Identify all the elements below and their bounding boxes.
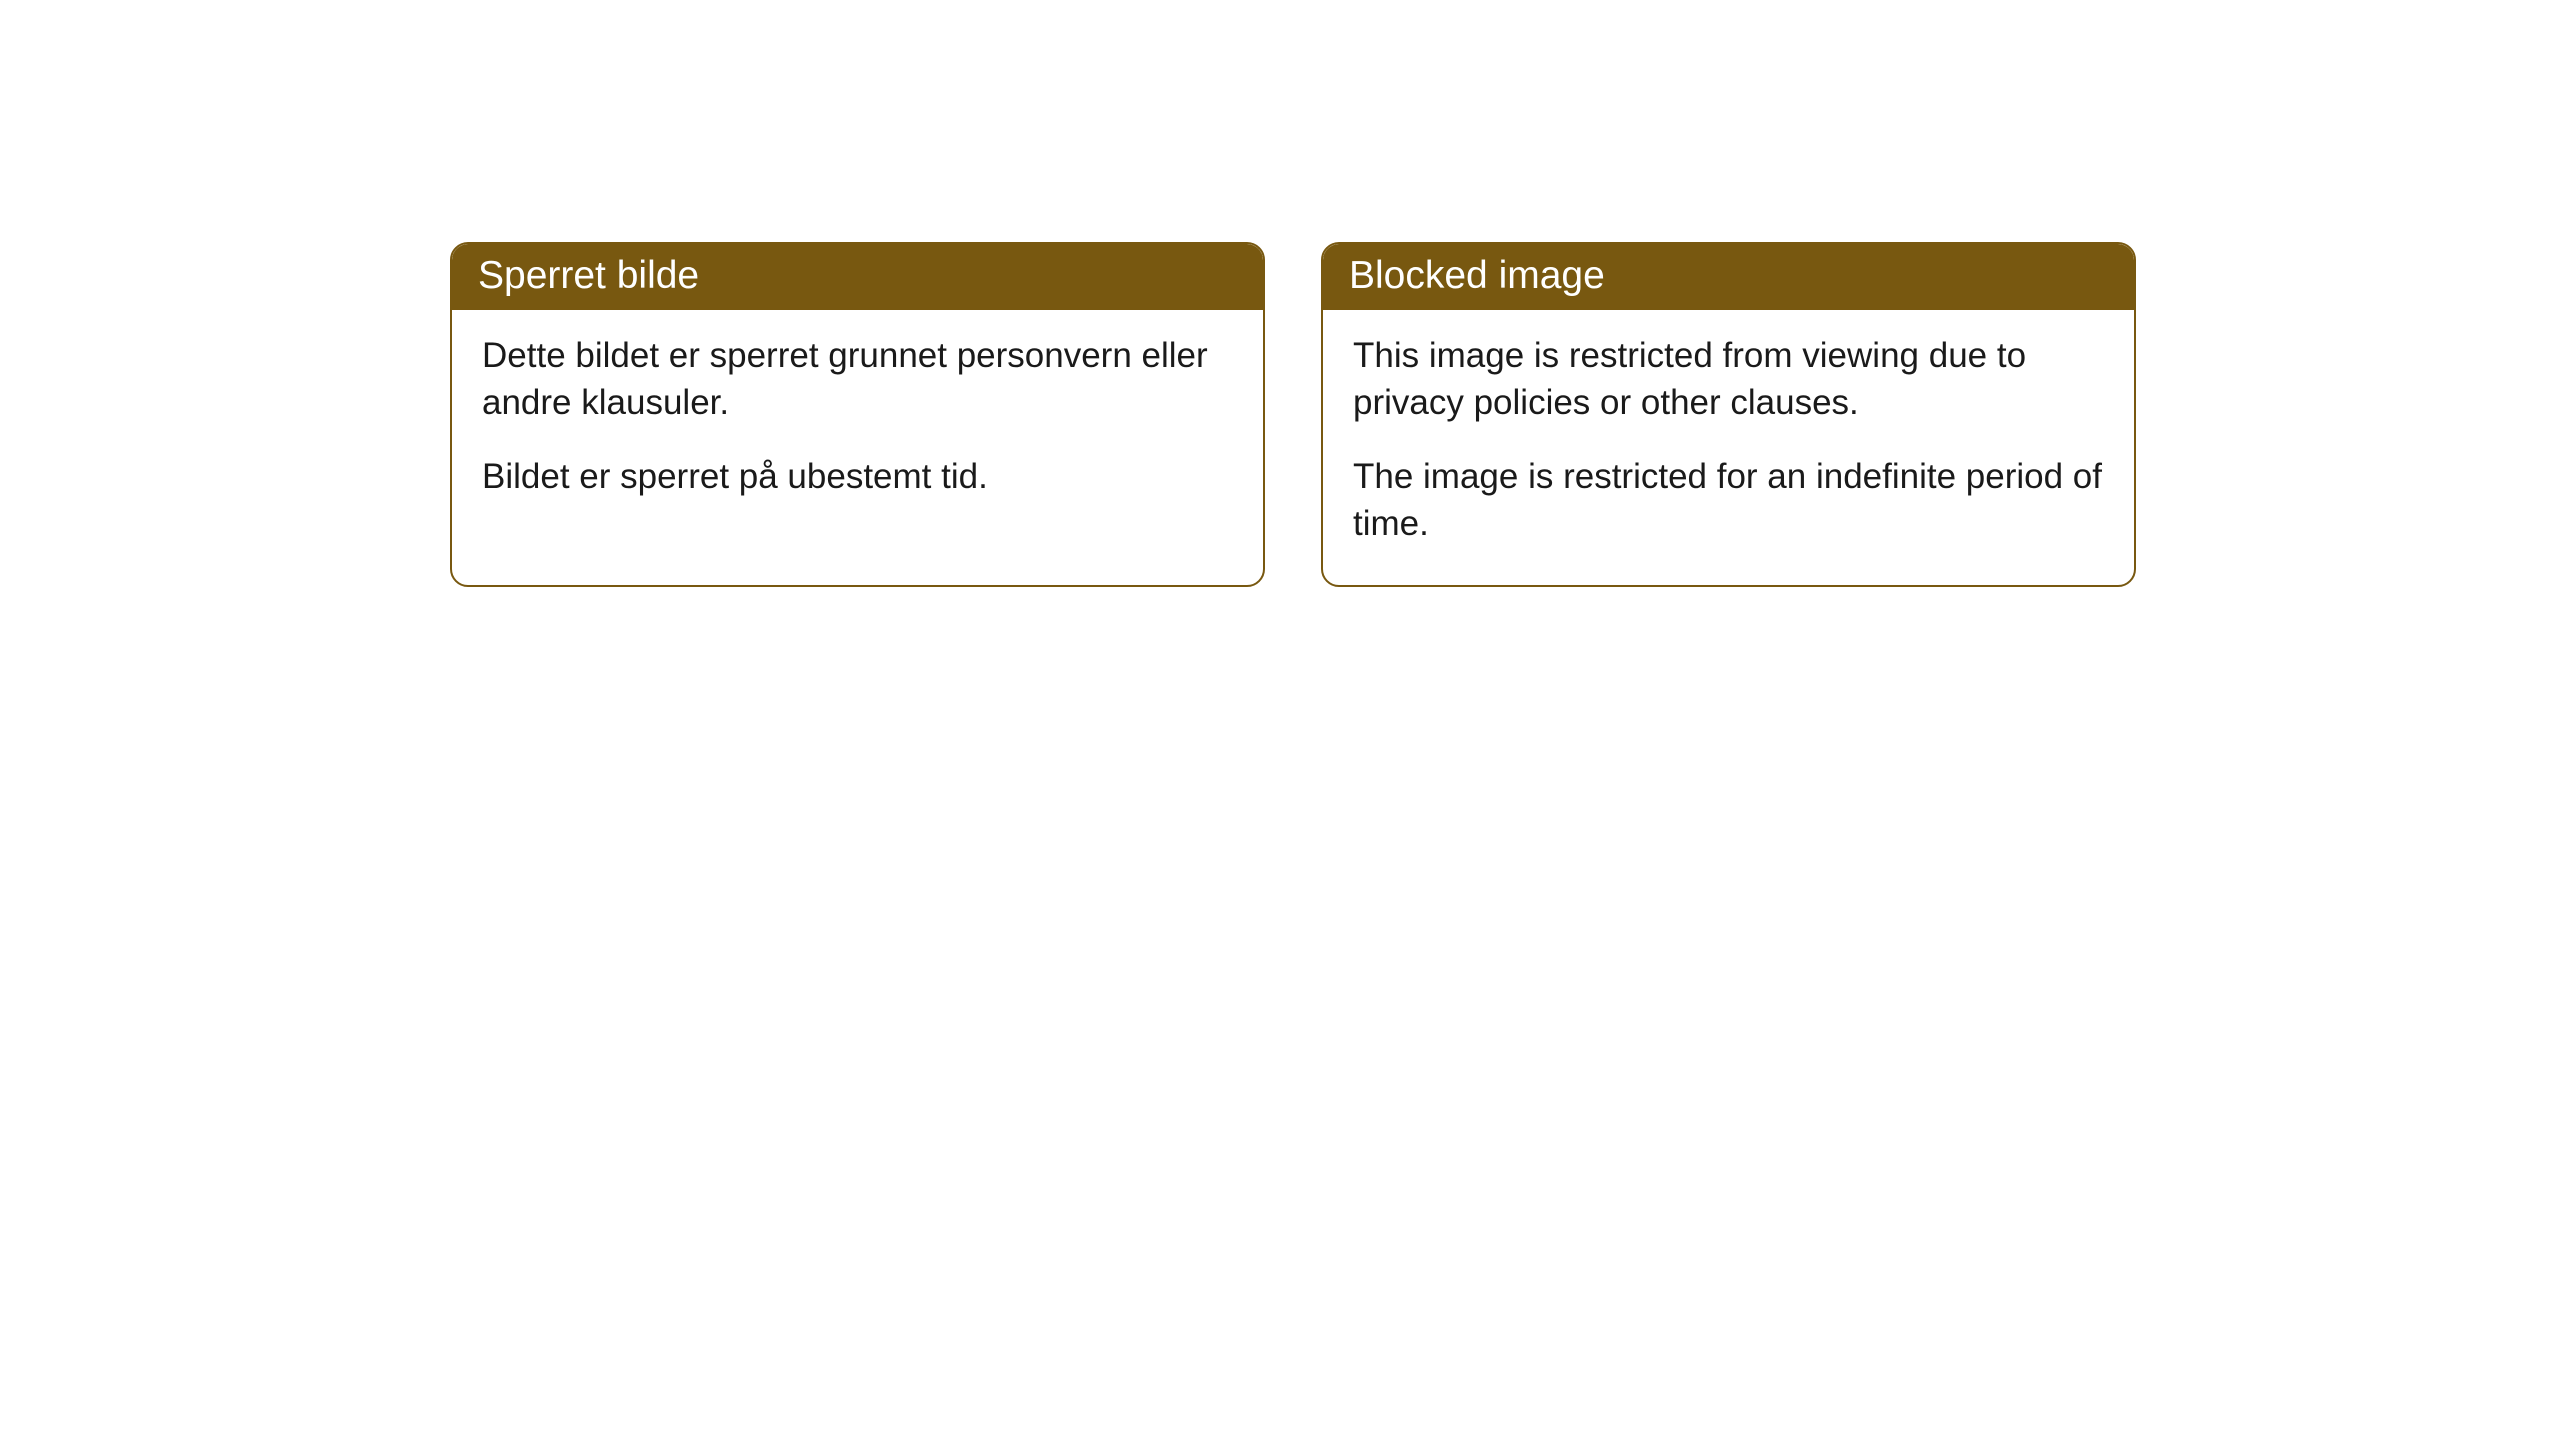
blocked-image-card-en: Blocked image This image is restricted f… (1321, 242, 2136, 587)
cards-container: Sperret bilde Dette bildet er sperret gr… (0, 0, 2560, 587)
card-body-en: This image is restricted from viewing du… (1323, 310, 2134, 585)
card-text-no-2: Bildet er sperret på ubestemt tid. (482, 453, 1233, 500)
blocked-image-card-no: Sperret bilde Dette bildet er sperret gr… (450, 242, 1265, 587)
card-text-en-1: This image is restricted from viewing du… (1353, 332, 2104, 427)
card-body-no: Dette bildet er sperret grunnet personve… (452, 310, 1263, 538)
card-text-no-1: Dette bildet er sperret grunnet personve… (482, 332, 1233, 427)
card-text-en-2: The image is restricted for an indefinit… (1353, 453, 2104, 548)
card-header-en: Blocked image (1323, 244, 2134, 310)
card-header-no: Sperret bilde (452, 244, 1263, 310)
